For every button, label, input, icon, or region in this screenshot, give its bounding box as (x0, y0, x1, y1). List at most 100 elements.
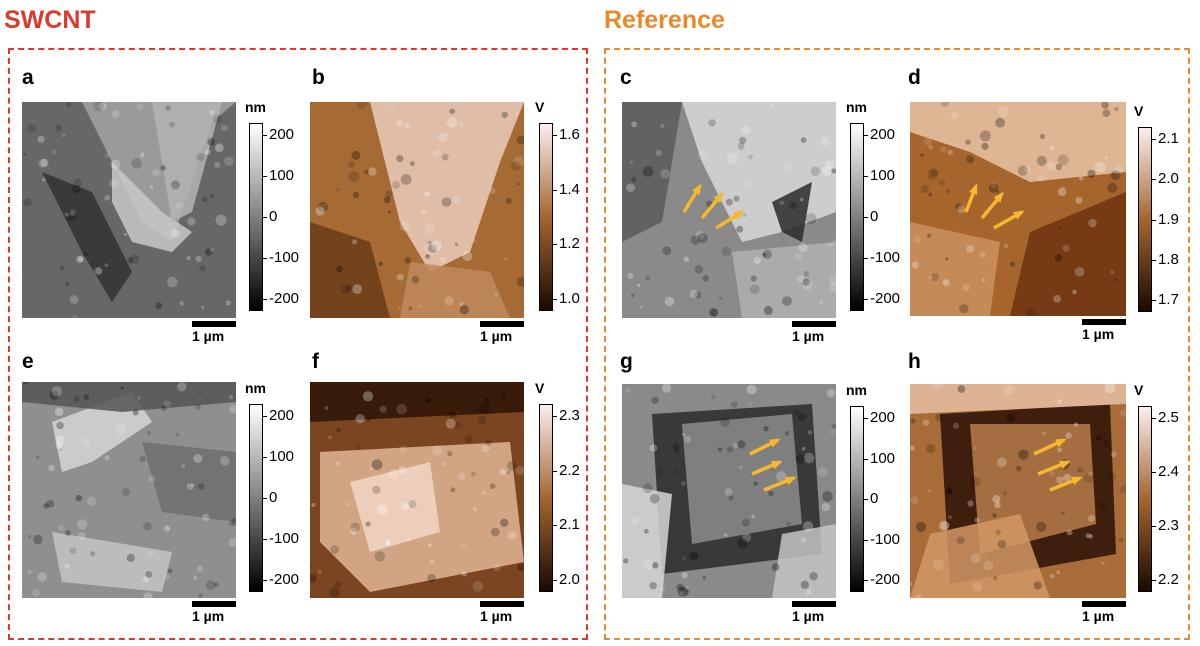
scale-bar-e (192, 601, 236, 607)
arrowhead-icon (769, 438, 781, 448)
colorbar-tick-label: 2.0 (559, 571, 580, 588)
colorbar-tick-label: -100 (870, 249, 901, 266)
colorbar-unit-d: V (1134, 103, 1144, 119)
colorbar-tickmark (1152, 259, 1156, 261)
colorbar-tick-label: 2.2 (559, 461, 580, 479)
colorbar-tickmark (864, 217, 868, 218)
colorbar-tick-label: -100 (870, 530, 901, 548)
colorbar-tickmark (1152, 179, 1156, 181)
panel-label-b: b (312, 66, 325, 89)
scale-label-f: 1 µm (480, 608, 513, 624)
swcnt-group-box (8, 48, 588, 640)
colorbar-tickmark (553, 470, 557, 472)
colorbar-tickmark (1152, 300, 1156, 301)
colorbar-unit-b: V (535, 99, 545, 115)
colorbar-tickmark (263, 176, 267, 177)
scale-bar-g (792, 601, 836, 607)
colorbar-tickmark (263, 416, 267, 417)
colorbar-tick-label: 2.3 (559, 407, 580, 424)
arrowhead-icon (969, 183, 978, 195)
colorbar-tick-label: 2.3 (1158, 517, 1179, 534)
panel-label-a: a (22, 66, 34, 89)
colorbar-tick-label: 2.0 (1158, 170, 1179, 188)
colorbar-tickmark (864, 458, 868, 460)
micrograph-h (910, 384, 1126, 598)
colorbar-unit-g: nm (846, 382, 867, 398)
colorbar-tick-label: 1.7 (1158, 291, 1179, 308)
micrograph-c (622, 102, 836, 318)
colorbar-unit-e: nm (245, 380, 266, 396)
colorbar-tick-label: 1.6 (559, 126, 580, 143)
scale-label-a: 1 µm (192, 328, 225, 344)
scale-bar-d (1082, 319, 1126, 325)
colorbar-tickmark (553, 525, 557, 527)
micrograph-f (310, 382, 524, 598)
colorbar-tick-label: 1.9 (1158, 210, 1179, 228)
colorbar-tickmark (864, 299, 868, 300)
colorbar-tick-label: 200 (870, 126, 896, 143)
colorbar-tickmark (263, 299, 267, 300)
panel-label-f: f (312, 350, 319, 373)
colorbar-tick-label: 100 (269, 167, 295, 184)
arrowhead-icon (771, 460, 783, 470)
colorbar-tickmark (1152, 526, 1156, 527)
colorbar-tick-label: 200 (870, 409, 896, 426)
colorbar-unit-a: nm (245, 99, 266, 115)
panel-label-h: h (908, 350, 921, 373)
scale-label-h: 1 µm (1082, 608, 1115, 624)
arrowhead-icon (1071, 476, 1083, 485)
colorbar-tickmark (1152, 139, 1156, 140)
micrograph-d (910, 102, 1126, 316)
colorbar-tickmark (1152, 472, 1156, 473)
colorbar-e (249, 404, 263, 592)
colorbar-unit-c: nm (846, 99, 867, 115)
colorbar-tickmark (864, 499, 868, 500)
colorbar-tick-label: 0 (269, 208, 278, 225)
colorbar-tickmark (864, 176, 868, 177)
scale-label-c: 1 µm (792, 328, 825, 344)
colorbar-tickmark (263, 258, 267, 259)
panel-label-c: c (620, 66, 632, 89)
arrowhead-icon (1059, 460, 1071, 469)
colorbar-h (1138, 406, 1152, 592)
colorbar-tickmark (1152, 580, 1156, 581)
colorbar-tickmark (553, 244, 557, 246)
colorbar-tickmark (1152, 418, 1156, 419)
colorbar-tick-label: 1.8 (1158, 250, 1179, 268)
panel-label-g: g (620, 350, 633, 373)
scale-bar-c (792, 321, 836, 327)
colorbar-tickmark (864, 258, 868, 259)
scale-bar-a (192, 321, 236, 327)
colorbar-tickmark (553, 580, 557, 581)
colorbar-tick-label: 100 (269, 448, 295, 465)
colorbar-tickmark (864, 135, 868, 136)
colorbar-tick-label: -200 (870, 290, 901, 307)
arrowhead-icon (1013, 210, 1025, 220)
colorbar-tickmark (553, 189, 557, 191)
colorbar-tick-label: 200 (269, 407, 295, 424)
scale-label-g: 1 µm (792, 608, 825, 624)
colorbar-tick-label: 2.2 (1158, 571, 1179, 588)
colorbar-tickmark (864, 418, 868, 419)
colorbar-tickmark (263, 135, 267, 136)
colorbar-tickmark (1152, 219, 1156, 221)
colorbar-tick-label: -200 (870, 571, 901, 588)
micrograph-a (22, 102, 236, 318)
colorbar-tick-label: 1.0 (559, 290, 580, 307)
scale-bar-h (1082, 601, 1126, 607)
arrowhead-icon (785, 476, 797, 485)
arrowhead-icon (993, 191, 1004, 203)
colorbar-tick-label: 0 (269, 489, 278, 506)
swcnt-title: SWCNT (4, 6, 96, 34)
colorbar-tick-label: 200 (269, 126, 295, 143)
colorbar-tickmark (263, 498, 267, 499)
colorbar-c (850, 123, 864, 311)
colorbar-tickmark (263, 539, 267, 540)
arrowhead-icon (733, 210, 745, 220)
colorbar-g (850, 406, 864, 592)
colorbar-tick-label: -200 (269, 290, 300, 307)
colorbar-d (1138, 127, 1152, 312)
colorbar-tick-label: 100 (870, 167, 896, 184)
micrograph-g (622, 384, 836, 598)
colorbar-tick-label: 0 (870, 490, 879, 507)
